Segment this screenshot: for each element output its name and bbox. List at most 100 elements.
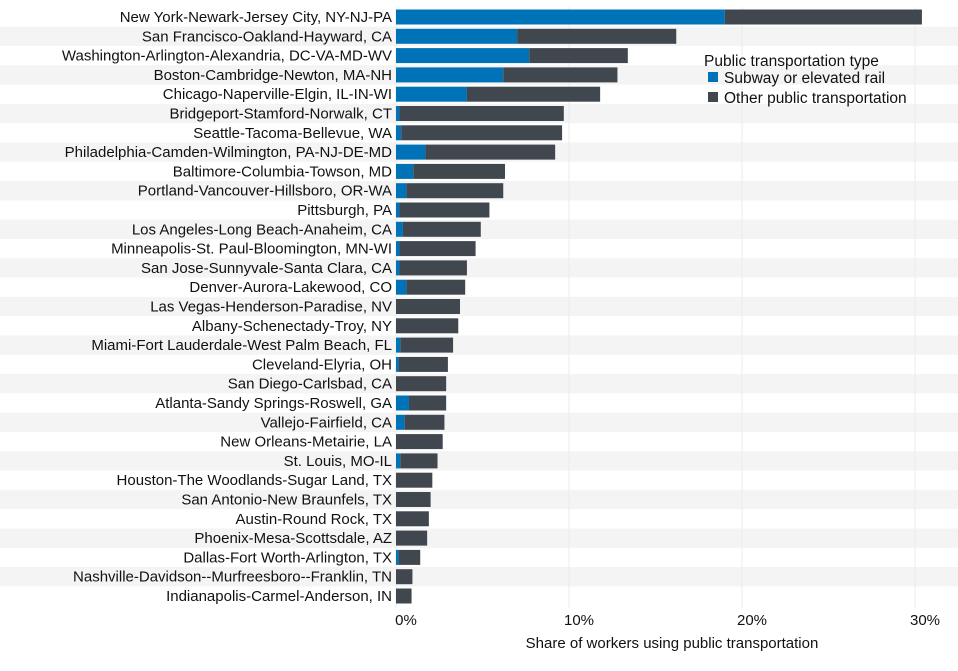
category-label: Philadelphia-Camden-Wilmington, PA-NJ-DE… — [65, 144, 392, 161]
category-label: Chicago-Naperville-Elgin, IL-IN-WI — [163, 86, 392, 103]
bar-other — [400, 453, 438, 469]
bar-other — [413, 163, 505, 179]
bar-other — [396, 318, 459, 334]
bar-subway — [396, 125, 402, 141]
bar-subway — [396, 144, 426, 160]
bar-other — [466, 86, 601, 102]
category-label: San Antonio-New Braunfels, TX — [181, 492, 392, 509]
category-labels: New York-Newark-Jersey City, NY-NJ-PA San… — [62, 9, 392, 605]
bar-subway — [396, 106, 400, 121]
bar-other — [503, 67, 618, 83]
x-tick-label: 20% — [737, 612, 767, 629]
bars — [396, 9, 922, 604]
bar-other — [396, 434, 443, 450]
category-label: Las Vegas-Henderson-Paradise, NV — [150, 299, 392, 316]
bar-other — [396, 530, 428, 546]
bar-other — [396, 299, 461, 314]
category-label: Albany-Schenectady-Troy, NY — [192, 318, 392, 335]
category-label: Boston-Cambridge-Newton, MA-NH — [154, 67, 392, 84]
category-label: Washington-Arlington-Alexandria, DC-VA-M… — [62, 48, 392, 65]
bar-other — [425, 144, 556, 160]
bar-other — [406, 279, 466, 295]
row-band — [0, 451, 958, 471]
bar-other — [396, 492, 431, 507]
bar-other — [399, 106, 564, 121]
bar-other — [396, 511, 429, 527]
category-label: Baltimore-Columbia-Towson, MD — [173, 163, 392, 180]
category-label: Dallas-Fort Worth-Arlington, TX — [183, 549, 392, 566]
bar-subway — [396, 260, 400, 276]
x-tick-label: 30% — [910, 612, 940, 629]
bar-other — [399, 241, 476, 257]
row-band — [0, 528, 958, 548]
legend: Public transportation type Subway or ele… — [704, 53, 907, 107]
bar-subway — [396, 414, 405, 430]
bar-other — [396, 569, 413, 585]
bar-other — [398, 549, 421, 565]
category-label: Nashville-Davidson--Murfreesboro--Frankl… — [73, 569, 392, 586]
bar-other — [401, 125, 563, 141]
bar-subway — [396, 183, 407, 199]
bar-subway — [396, 9, 725, 25]
bar-subway — [396, 549, 399, 565]
category-label: St. Louis, MO-IL — [284, 453, 392, 470]
bar-other — [402, 221, 481, 237]
category-label: Seattle-Tacoma-Bellevue, WA — [193, 125, 392, 142]
category-label: Denver-Aurora-Lakewood, CO — [189, 279, 392, 296]
bar-subway — [396, 395, 409, 411]
bar-other — [396, 376, 447, 392]
legend-swatch-other — [708, 92, 718, 102]
row-band — [0, 412, 958, 432]
bar-other — [724, 9, 922, 25]
bar-subway — [396, 279, 407, 295]
bar-subway — [396, 221, 403, 237]
category-label: Houston-The Woodlands-Sugar Land, TX — [117, 472, 392, 489]
bar-other — [404, 414, 445, 430]
category-label: Vallejo-Fairfield, CA — [261, 414, 392, 431]
bar-subway — [396, 453, 401, 469]
x-tick-labels: 0% 10% 20% 30% — [395, 612, 940, 629]
category-label: San Jose-Sunnyvale-Santa Clara, CA — [141, 260, 392, 277]
bar-other — [517, 28, 677, 44]
bar-other — [408, 395, 447, 411]
row-band — [0, 258, 958, 278]
bar-other — [396, 588, 412, 604]
legend-label-other: Other public transportation — [724, 90, 907, 107]
legend-title: Public transportation type — [704, 53, 879, 70]
bar-other — [406, 183, 504, 199]
bar-other — [399, 202, 490, 218]
bar-other — [398, 356, 448, 372]
row-band — [0, 335, 958, 355]
category-label: San Diego-Carlsbad, CA — [228, 376, 392, 393]
category-label: New York-Newark-Jersey City, NY-NJ-PA — [120, 9, 392, 26]
bar-subway — [396, 28, 518, 44]
category-label: Atlanta-Sandy Springs-Roswell, GA — [155, 395, 392, 412]
category-label: Phoenix-Mesa-Scottsdale, AZ — [194, 530, 392, 547]
bar-subway — [396, 241, 400, 257]
category-label: Portland-Vancouver-Hillsboro, OR-WA — [138, 183, 392, 200]
bar-subway — [396, 337, 401, 353]
x-tick-label: 0% — [395, 612, 417, 629]
row-band — [0, 567, 958, 587]
bar-other — [399, 260, 467, 276]
x-axis-label: Share of workers using public transporta… — [526, 635, 819, 652]
row-band — [0, 374, 958, 394]
legend-label-subway: Subway or elevated rail — [724, 70, 885, 87]
row-band — [0, 296, 958, 317]
category-label: Cleveland-Elyria, OH — [252, 356, 392, 373]
bar-subway — [396, 67, 504, 83]
category-label: Indianapolis-Carmel-Anderson, IN — [166, 588, 392, 605]
row-band — [0, 489, 958, 510]
bar-other — [529, 48, 628, 64]
bar-other — [400, 337, 454, 353]
category-label: New Orleans-Metairie, LA — [220, 434, 392, 451]
bar-subway — [396, 202, 400, 218]
legend-swatch-subway — [708, 72, 718, 82]
category-label: Pittsburgh, PA — [297, 202, 392, 219]
category-label: Los Angeles-Long Beach-Anaheim, CA — [132, 221, 392, 238]
category-label: Bridgeport-Stamford-Norwalk, CT — [169, 106, 392, 123]
category-label: Miami-Fort Lauderdale-West Palm Beach, F… — [91, 337, 392, 354]
category-label: Minneapolis-St. Paul-Bloomington, MN-WI — [111, 241, 392, 258]
bar-subway — [396, 356, 399, 372]
